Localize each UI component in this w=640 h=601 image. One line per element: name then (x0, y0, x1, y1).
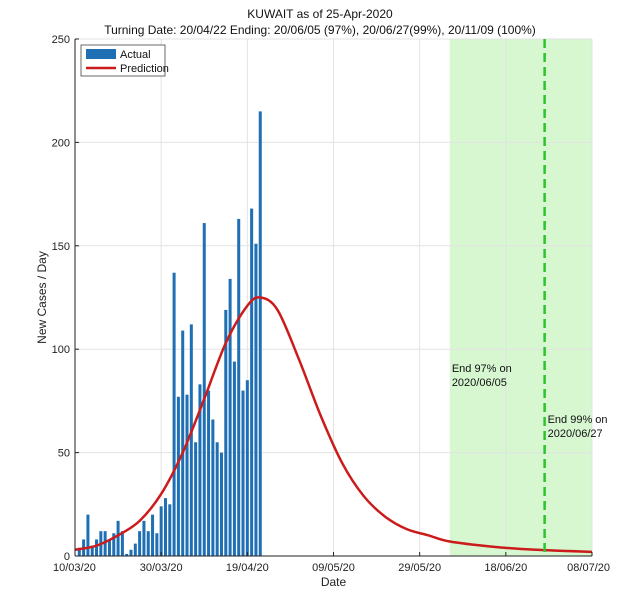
bar-2020-03-15 (95, 539, 99, 556)
bar-2020-03-23 (129, 549, 133, 556)
bar-2020-04-12 (215, 442, 219, 556)
bar-2020-04-14 (224, 309, 228, 556)
bar-2020-04-05 (185, 394, 189, 556)
bar-2020-04-08 (198, 384, 202, 556)
bar-2020-04-17 (237, 218, 241, 556)
bar-2020-03-25 (138, 531, 142, 556)
x-tick-label-2: 19/04/20 (226, 562, 269, 574)
x-tick-label-6: 08/07/20 (567, 562, 610, 574)
axes (74, 38, 593, 557)
bar-2020-03-28 (151, 514, 155, 556)
bar-2020-03-18 (107, 539, 111, 556)
annotation-99-line1: End 99% on (548, 414, 608, 426)
bar-2020-03-30 (159, 506, 163, 556)
bar-2020-03-31 (163, 498, 167, 556)
tick-labels: 0 50 100 150 200 250 10/03/20 30/03/20 19/04/20 0… (52, 34, 610, 574)
x-tick-label-4: 29/05/20 (398, 562, 441, 574)
y-tick-label-0: 0 (64, 551, 70, 563)
bar-2020-04-16 (232, 361, 236, 556)
bar-2020-04-04 (181, 330, 185, 556)
y-tick-label-2: 100 (52, 344, 70, 356)
bar-2020-04-10 (207, 390, 211, 556)
y-tick-label-4: 200 (52, 137, 70, 149)
y-tick-label-5: 250 (52, 34, 70, 46)
x-axis-label: Date (321, 575, 347, 589)
y-tick-label-3: 150 (52, 241, 70, 253)
shaded-region-rect (449, 39, 592, 556)
bar-2020-04-13 (219, 452, 223, 556)
bar-2020-04-18 (241, 390, 245, 556)
bar-2020-04-09 (202, 223, 206, 556)
bar-2020-04-11 (211, 419, 215, 556)
bar-2020-03-22 (125, 553, 129, 556)
y-axis-label: New Cases / Day (35, 251, 49, 344)
bar-2020-03-20 (116, 520, 120, 556)
bar-2020-04-06 (189, 324, 193, 556)
bar-2020-04-19 (245, 380, 249, 556)
annotations: End 97% on 2020/06/05 End 99% on 2020/06… (452, 363, 608, 440)
chart-subtitle: Turning Date: 20/04/22 Ending: 20/06/05 … (104, 23, 536, 37)
bar-2020-04-15 (228, 278, 232, 556)
x-tick-label-0: 10/03/20 (53, 562, 96, 574)
bar-2020-04-07 (194, 442, 198, 556)
bar-2020-03-19 (112, 533, 116, 556)
bar-2020-03-17 (103, 531, 107, 556)
bar-2020-04-22 (258, 111, 262, 556)
bar-2020-03-14 (90, 545, 94, 556)
bar-2020-03-27 (146, 531, 150, 556)
chart-title: KUWAIT as of 25-Apr-2020 (247, 7, 393, 21)
legend-actual-label: Actual (120, 49, 151, 61)
bar-2020-03-26 (142, 520, 146, 556)
legend-actual-swatch (86, 49, 116, 59)
x-tick-label-1: 30/03/20 (140, 562, 183, 574)
legend-prediction-label: Prediction (120, 63, 169, 75)
bar-2020-04-01 (168, 504, 172, 556)
x-tick-label-3: 09/05/20 (312, 562, 355, 574)
bar-2020-04-02 (172, 272, 176, 556)
actual-bars (77, 111, 262, 557)
bar-2020-03-21 (120, 531, 124, 556)
annotation-97-line1: End 97% on (452, 363, 512, 375)
bar-2020-04-03 (176, 396, 180, 556)
prediction-line-group (74, 296, 593, 554)
bar-2020-03-29 (155, 533, 159, 556)
y-tick-label-1: 50 (58, 448, 70, 460)
bar-2020-03-13 (86, 514, 90, 556)
bar-2020-04-21 (254, 243, 258, 556)
bar-2020-03-11 (77, 547, 81, 556)
bar-2020-03-24 (133, 543, 137, 556)
legend: Actual Prediction (80, 44, 169, 77)
annotation-97-line2: 2020/06/05 (452, 377, 507, 389)
bar-2020-04-20 (250, 208, 254, 557)
shaded-region (449, 39, 592, 556)
annotation-99-line2: 2020/06/27 (548, 428, 603, 440)
x-tick-label-5: 18/06/20 (484, 562, 527, 574)
prediction-line (74, 296, 593, 554)
